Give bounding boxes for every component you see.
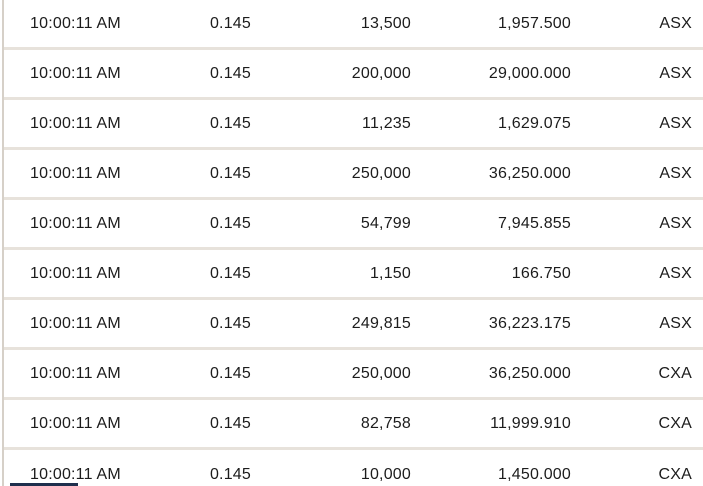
- exchange-cell: ASX: [659, 264, 692, 282]
- price-cell: 0.145: [209, 214, 251, 232]
- time-cell: 10:00:11 AM: [30, 64, 121, 82]
- table-row[interactable]: 10:00:11 AM 0.145 82,758 11,999.910 CXA: [4, 400, 703, 450]
- price-cell: 0.145: [209, 264, 251, 282]
- price-cell: 0.145: [209, 114, 251, 132]
- quantity-cell: 11,235: [362, 114, 411, 132]
- time-cell: 10:00:11 AM: [30, 314, 121, 332]
- exchange-cell: ASX: [659, 114, 692, 132]
- value-cell: 11,999.910: [490, 414, 571, 432]
- price-cell: 0.145: [209, 466, 251, 483]
- price-cell: 0.145: [209, 64, 251, 82]
- value-cell: 29,000.000: [488, 64, 571, 82]
- table-row[interactable]: 10:00:11 AM 0.145 10,000 1,450.000 CXA: [4, 450, 703, 486]
- trades-table: 10:00:11 AM 0.145 13,500 1,957.500 ASX 10:00:…: [4, 0, 703, 486]
- price-cell: 0.145: [209, 164, 251, 182]
- price-cell: 0.145: [209, 14, 251, 32]
- table-row[interactable]: 10:00:11 AM 0.145 250,000 36,250.000 ASX: [4, 150, 703, 200]
- table-row[interactable]: 10:00:11 AM 0.145 249,815 36,223.175 ASX: [4, 300, 703, 350]
- quantity-cell: 54,799: [360, 214, 411, 232]
- value-cell: 1,450.000: [498, 466, 571, 483]
- quantity-cell: 13,500: [360, 14, 411, 32]
- time-cell: 10:00:11 AM: [30, 114, 121, 132]
- value-cell: 7,945.855: [498, 214, 571, 232]
- table-row[interactable]: 10:00:11 AM 0.145 250,000 36,250.000 CXA: [4, 350, 703, 400]
- quantity-cell: 10,000: [360, 466, 411, 483]
- value-cell: 166.750: [511, 264, 571, 282]
- quantity-cell: 200,000: [351, 64, 411, 82]
- table-row[interactable]: 10:00:11 AM 0.145 1,150 166.750 ASX: [4, 250, 703, 300]
- value-cell: 36,223.175: [488, 314, 571, 332]
- table-row[interactable]: 10:00:11 AM 0.145 54,799 7,945.855 ASX: [4, 200, 703, 250]
- time-cell: 10:00:11 AM: [30, 214, 121, 232]
- quantity-cell: 82,758: [360, 414, 411, 432]
- value-cell: 36,250.000: [488, 364, 571, 382]
- price-cell: 0.145: [209, 414, 251, 432]
- horizontal-scrollbar-thumb[interactable]: [10, 483, 78, 486]
- time-cell: 10:00:11 AM: [30, 364, 121, 382]
- value-cell: 1,629.075: [498, 114, 571, 132]
- time-cell: 10:00:11 AM: [30, 164, 121, 182]
- time-cell: 10:00:11 AM: [30, 466, 121, 483]
- table-row[interactable]: 10:00:11 AM 0.145 200,000 29,000.000 ASX: [4, 50, 703, 100]
- exchange-cell: ASX: [659, 164, 692, 182]
- value-cell: 1,957.500: [498, 14, 571, 32]
- table-row[interactable]: 10:00:11 AM 0.145 13,500 1,957.500 ASX: [4, 0, 703, 50]
- quantity-cell: 250,000: [351, 164, 411, 182]
- exchange-cell: ASX: [659, 14, 692, 32]
- exchange-cell: ASX: [659, 214, 692, 232]
- price-cell: 0.145: [209, 314, 251, 332]
- time-cell: 10:00:11 AM: [30, 414, 121, 432]
- table-row[interactable]: 10:00:11 AM 0.145 11,235 1,629.075 ASX: [4, 100, 703, 150]
- exchange-cell: CXA: [658, 466, 692, 483]
- time-cell: 10:00:11 AM: [30, 264, 121, 282]
- exchange-cell: CXA: [658, 414, 692, 432]
- table-left-border: [2, 0, 4, 486]
- value-cell: 36,250.000: [488, 164, 571, 182]
- quantity-cell: 1,150: [369, 264, 411, 282]
- exchange-cell: ASX: [659, 64, 692, 82]
- exchange-cell: ASX: [659, 314, 692, 332]
- quantity-cell: 249,815: [351, 314, 411, 332]
- exchange-cell: CXA: [658, 364, 692, 382]
- time-cell: 10:00:11 AM: [30, 14, 121, 32]
- price-cell: 0.145: [209, 364, 251, 382]
- quantity-cell: 250,000: [351, 364, 411, 382]
